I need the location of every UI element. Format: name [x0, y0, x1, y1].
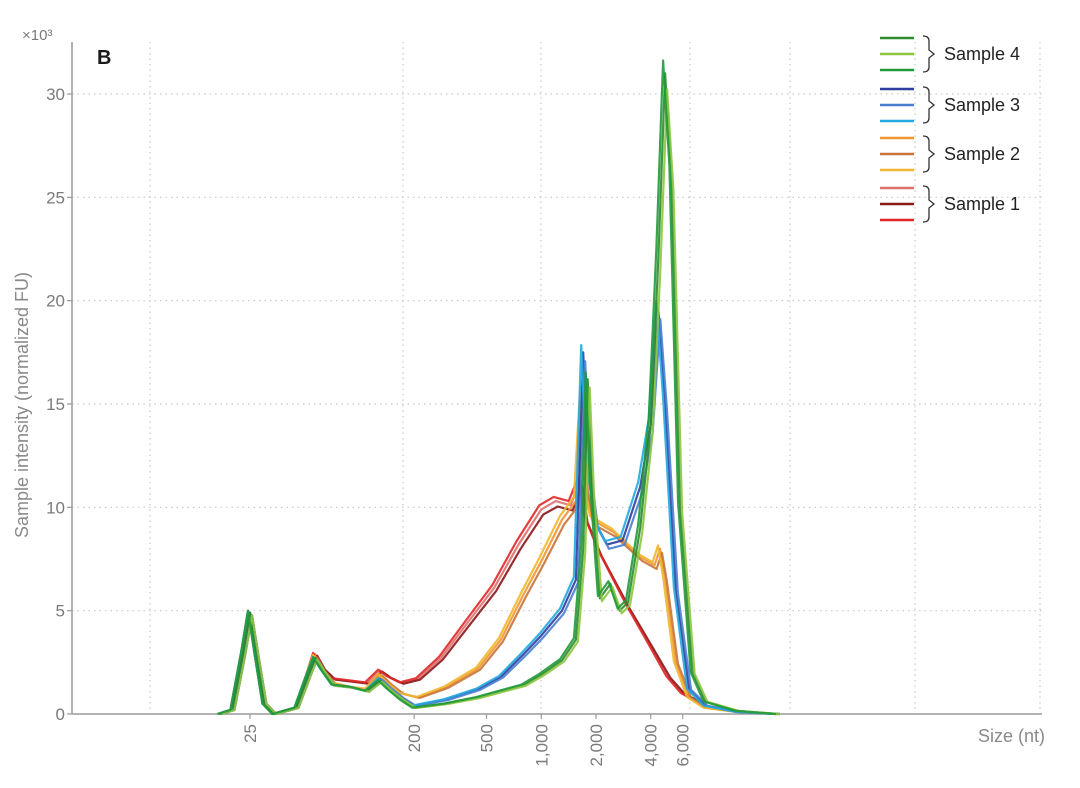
legend-label: Sample 1 — [944, 194, 1020, 214]
series-lines — [217, 59, 780, 716]
y-tick-label: 5 — [56, 602, 65, 621]
x-tick-label: 1,000 — [532, 724, 551, 767]
y-tick-label: 30 — [46, 85, 65, 104]
series-line — [221, 318, 780, 716]
y-ticks: 0 5 10 15 20 25 30 — [46, 85, 72, 724]
y-multiplier: ×10³ — [22, 27, 52, 44]
y-tick-label: 15 — [46, 395, 65, 414]
legend-brace — [922, 135, 936, 173]
legend-brace — [922, 35, 936, 73]
x-tick-label: 6,000 — [674, 724, 693, 767]
legend-label: Sample 3 — [944, 95, 1020, 115]
legend-brace — [922, 185, 936, 223]
y-axis-label: Sample intensity (normalized FU) — [12, 272, 32, 538]
series-line — [221, 400, 780, 716]
series-line — [217, 59, 776, 716]
legend: Sample 4 Sample 3 Sample 2 Sample 1 — [880, 35, 1020, 223]
x-tick-label: 25 — [241, 724, 260, 743]
x-tick-label: 4,000 — [642, 724, 661, 767]
series-line — [221, 88, 780, 716]
panel-label: B — [97, 47, 111, 69]
x-axis-label: Size (nt) — [978, 726, 1045, 746]
x-ticks: 25 200 500 1,000 2,000 4,000 6,000 — [241, 714, 693, 767]
x-tick-label: 200 — [405, 724, 424, 752]
legend-label: Sample 2 — [944, 144, 1020, 164]
y-tick-label: 0 — [56, 705, 65, 724]
x-tick-label: 500 — [478, 724, 497, 752]
x-tick-label: 2,000 — [587, 724, 606, 767]
series-line — [219, 72, 778, 716]
y-tick-label: 10 — [46, 498, 65, 517]
legend-label: Sample 4 — [944, 44, 1020, 64]
y-tick-label: 25 — [46, 188, 65, 207]
axes — [71, 42, 1042, 715]
legend-brace — [922, 86, 936, 124]
y-tick-label: 20 — [46, 292, 65, 311]
